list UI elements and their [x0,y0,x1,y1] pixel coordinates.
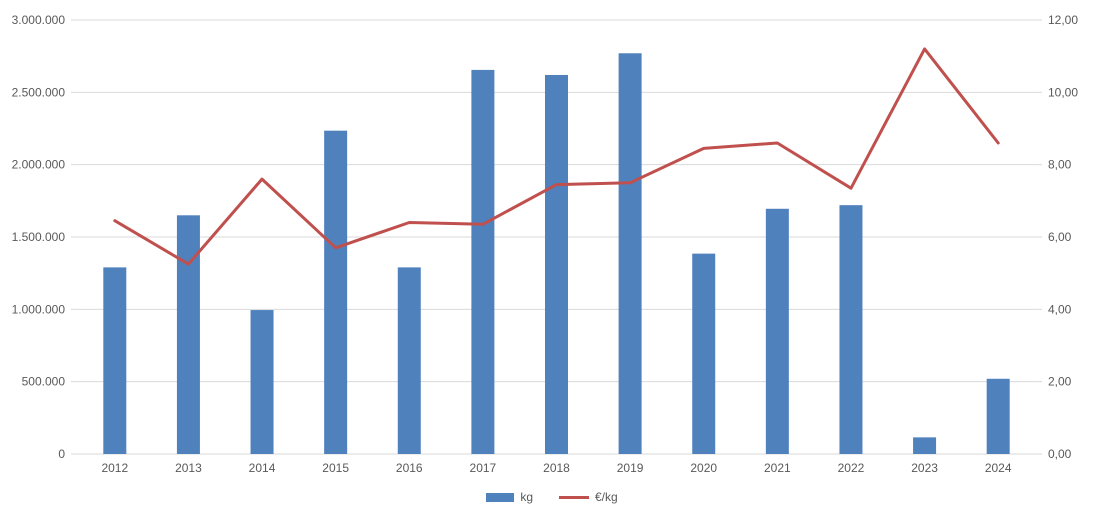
x-axis-label: 2015 [322,461,349,475]
x-axis-label: 2021 [764,461,791,475]
x-axis-label: 2020 [690,461,717,475]
left-axis-label: 0 [58,447,65,461]
bar-2016 [397,267,421,454]
bar-2015 [324,130,348,455]
x-axis-label: 2012 [101,461,128,475]
right-axis-label: 8,00 [1048,158,1072,172]
legend-line-swatch [559,495,589,499]
x-axis-label: 2024 [985,461,1012,475]
legend-label: kg [520,490,533,504]
left-axis-label: 500.000 [22,375,66,389]
bar-2014 [250,310,274,454]
x-axis-label: 2017 [470,461,497,475]
chart-legend: kg €/kg [0,490,1104,504]
left-axis-label: 2.500.000 [12,85,66,99]
bar-2012 [103,267,127,454]
x-axis-label: 2014 [249,461,276,475]
legend-label: €/kg [595,490,618,504]
bar-2018 [545,74,568,455]
bar-2020 [692,253,716,454]
bar-2019 [618,53,642,454]
right-axis-label: 10,00 [1048,85,1078,99]
bar-2013 [176,215,200,454]
x-axis-label: 2018 [543,461,570,475]
right-axis-label: 12,00 [1048,13,1078,27]
legend-item-kg: €/kg [559,490,618,504]
x-axis-label: 2016 [396,461,423,475]
x-axis-label: 2019 [617,461,644,475]
bar-2022 [839,205,863,454]
right-axis-label: 4,00 [1048,302,1072,316]
left-axis-label: 1.000.000 [12,302,66,316]
bar-2024 [986,378,1010,454]
bar-2021 [765,208,789,454]
left-axis-label: 1.500.000 [12,230,66,244]
legend-bar-swatch [486,492,515,502]
x-axis-label: 2013 [175,461,202,475]
bar-2023 [913,437,937,454]
right-axis-label: 6,00 [1048,230,1072,244]
x-axis-label: 2023 [911,461,938,475]
left-axis-label: 3.000.000 [12,13,66,27]
left-axis-label: 2.000.000 [12,158,66,172]
price-line [113,47,1000,266]
right-axis-label: 2,00 [1048,375,1072,389]
right-axis-label: 0,00 [1048,447,1072,461]
legend-item-kg: kg [486,490,533,504]
bar-2017 [471,69,495,454]
x-axis-label: 2022 [838,461,865,475]
